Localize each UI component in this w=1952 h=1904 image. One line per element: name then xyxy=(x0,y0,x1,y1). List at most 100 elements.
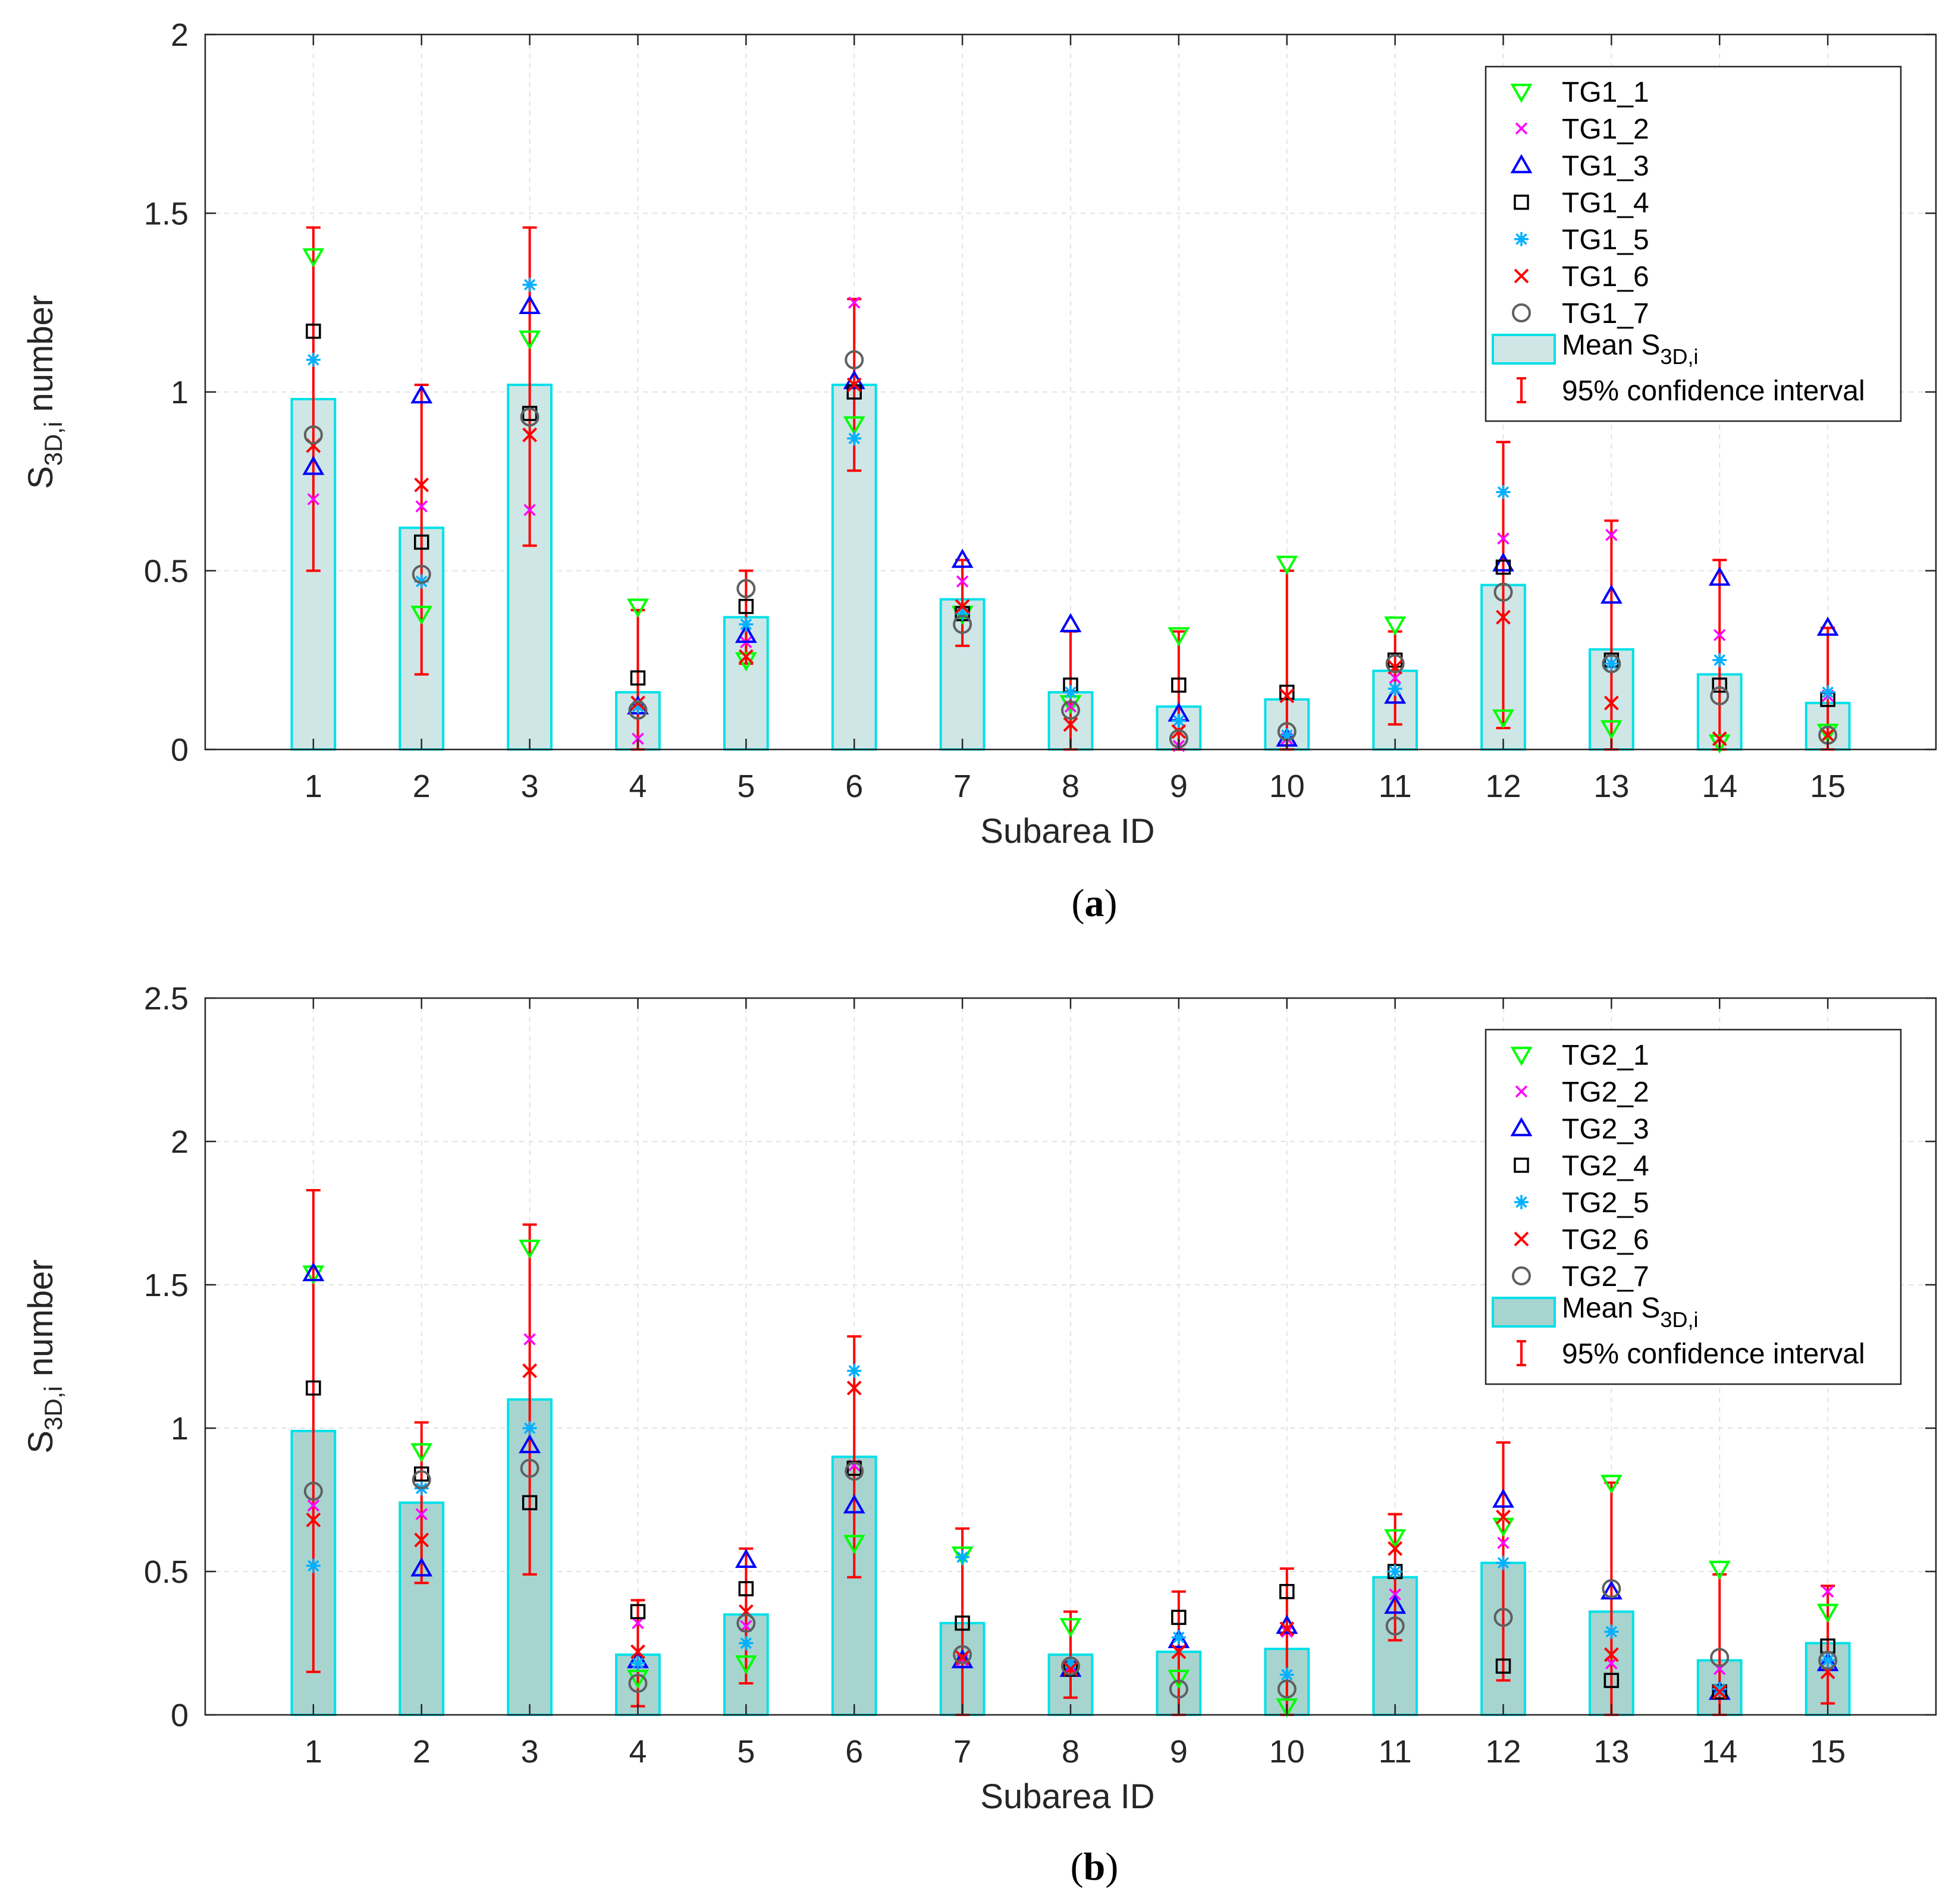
data-point xyxy=(1604,1624,1619,1639)
x-tick-label: 7 xyxy=(953,768,971,804)
data-point xyxy=(847,1363,862,1378)
y-tick-label: 0.5 xyxy=(144,554,189,589)
data-point xyxy=(843,416,865,436)
panel-label: (b) xyxy=(1071,1845,1119,1889)
y-tick-label: 0 xyxy=(171,732,189,768)
data-point xyxy=(627,598,649,618)
x-tick-label: 14 xyxy=(1702,768,1737,804)
mean-bar xyxy=(723,616,769,751)
x-tick-label: 10 xyxy=(1269,768,1305,804)
y-axis-label-tail: number xyxy=(21,1259,60,1386)
data-point xyxy=(630,699,645,714)
data-point xyxy=(1279,688,1295,704)
data-point xyxy=(303,425,323,445)
data-point xyxy=(1712,653,1727,667)
data-point xyxy=(630,1644,645,1660)
data-point xyxy=(302,456,325,475)
data-point xyxy=(1061,1657,1080,1676)
legend-label: Mean S3D,i xyxy=(1562,330,1698,369)
panel-label: (a) xyxy=(1072,882,1118,925)
data-point xyxy=(306,324,321,339)
data-point xyxy=(1496,485,1511,500)
x-tick-label: 11 xyxy=(1379,768,1412,804)
legend: TG2_1 TG2_2 TG2_3 TG2_4 TG2_5 TG2_6 TG2_7Mean … xyxy=(1485,1028,1902,1385)
data-point xyxy=(951,1546,974,1566)
data-point xyxy=(845,1461,864,1481)
legend-marker xyxy=(1514,1158,1529,1173)
data-point xyxy=(736,1613,756,1633)
x-tick-label: 14 xyxy=(1702,1734,1737,1770)
x-tick-label: 2 xyxy=(413,768,431,804)
data-point xyxy=(735,1655,757,1675)
y-axis-label: S3D,i number xyxy=(21,1259,67,1453)
legend-label: TG2_1 xyxy=(1562,1040,1649,1071)
data-point xyxy=(1492,709,1514,729)
legend-marker xyxy=(1514,1195,1529,1209)
data-point xyxy=(628,700,648,720)
data-point xyxy=(1063,717,1078,732)
legend-marker xyxy=(1510,1046,1533,1067)
data-point xyxy=(1496,1510,1511,1525)
x-tick-label: 15 xyxy=(1810,1734,1846,1770)
data-point xyxy=(1279,1667,1294,1682)
data-point xyxy=(1820,727,1835,743)
data-point xyxy=(1493,582,1513,602)
series-TG1_7 xyxy=(303,350,1838,748)
data-point xyxy=(1277,1679,1297,1699)
series-TG2_7 xyxy=(303,1458,1838,1699)
data-point xyxy=(1600,584,1623,604)
data-point xyxy=(1497,1536,1509,1549)
x-tick-label: 9 xyxy=(1170,768,1188,804)
data-point xyxy=(1384,684,1407,704)
data-point xyxy=(1603,1647,1619,1663)
legend-label: TG1_7 xyxy=(1562,298,1649,330)
data-point xyxy=(414,534,429,550)
data-point xyxy=(523,504,536,516)
legend-marker xyxy=(1510,153,1533,174)
data-point xyxy=(1276,556,1298,575)
data-point xyxy=(306,1512,321,1527)
data-point xyxy=(1384,1529,1407,1549)
data-point xyxy=(955,606,970,621)
data-point xyxy=(1171,677,1187,693)
data-point xyxy=(522,427,538,443)
data-point xyxy=(1710,1648,1730,1667)
data-point xyxy=(955,1549,970,1564)
data-point xyxy=(1276,1698,1298,1718)
data-point xyxy=(519,294,541,315)
data-point xyxy=(522,1363,538,1379)
data-point xyxy=(1603,1673,1620,1688)
data-point xyxy=(1059,1618,1082,1638)
x-tick-label: 6 xyxy=(845,768,863,804)
legend-label: TG2_7 xyxy=(1562,1261,1649,1293)
legend-label: TG2_6 xyxy=(1562,1224,1649,1256)
data-point xyxy=(1821,1585,1834,1598)
data-point xyxy=(1816,1604,1839,1623)
data-point xyxy=(1708,566,1731,586)
data-point xyxy=(303,1482,323,1501)
legend-label-sub: 3D,i xyxy=(1660,1307,1698,1332)
y-tick-label: 0 xyxy=(171,1698,189,1733)
data-point xyxy=(412,1470,431,1489)
data-point xyxy=(520,407,539,427)
chart-panel-b: 00.511.522.51 2 3 4 5 6 7 8 9 10 11 12 13 14 15Subarea… xyxy=(21,981,1937,1889)
data-point xyxy=(410,1443,433,1463)
data-point xyxy=(1605,529,1618,541)
legend-bar-swatch xyxy=(1492,1297,1556,1328)
data-point xyxy=(1496,610,1511,625)
panel-label-open: ( xyxy=(1071,1845,1084,1889)
x-tick-label: 10 xyxy=(1269,1734,1305,1770)
data-point xyxy=(519,1434,541,1454)
data-point xyxy=(627,1670,649,1689)
data-point xyxy=(736,579,756,598)
data-point xyxy=(1388,1541,1403,1556)
data-point xyxy=(1712,677,1727,693)
data-point xyxy=(1495,559,1511,575)
data-point xyxy=(956,575,969,588)
legend-label: 95% confidence interval xyxy=(1562,1338,1865,1370)
data-point xyxy=(1604,656,1619,671)
legend-label: Mean S3D,i xyxy=(1562,1293,1698,1332)
data-point xyxy=(414,477,429,493)
data-point xyxy=(1279,685,1295,700)
